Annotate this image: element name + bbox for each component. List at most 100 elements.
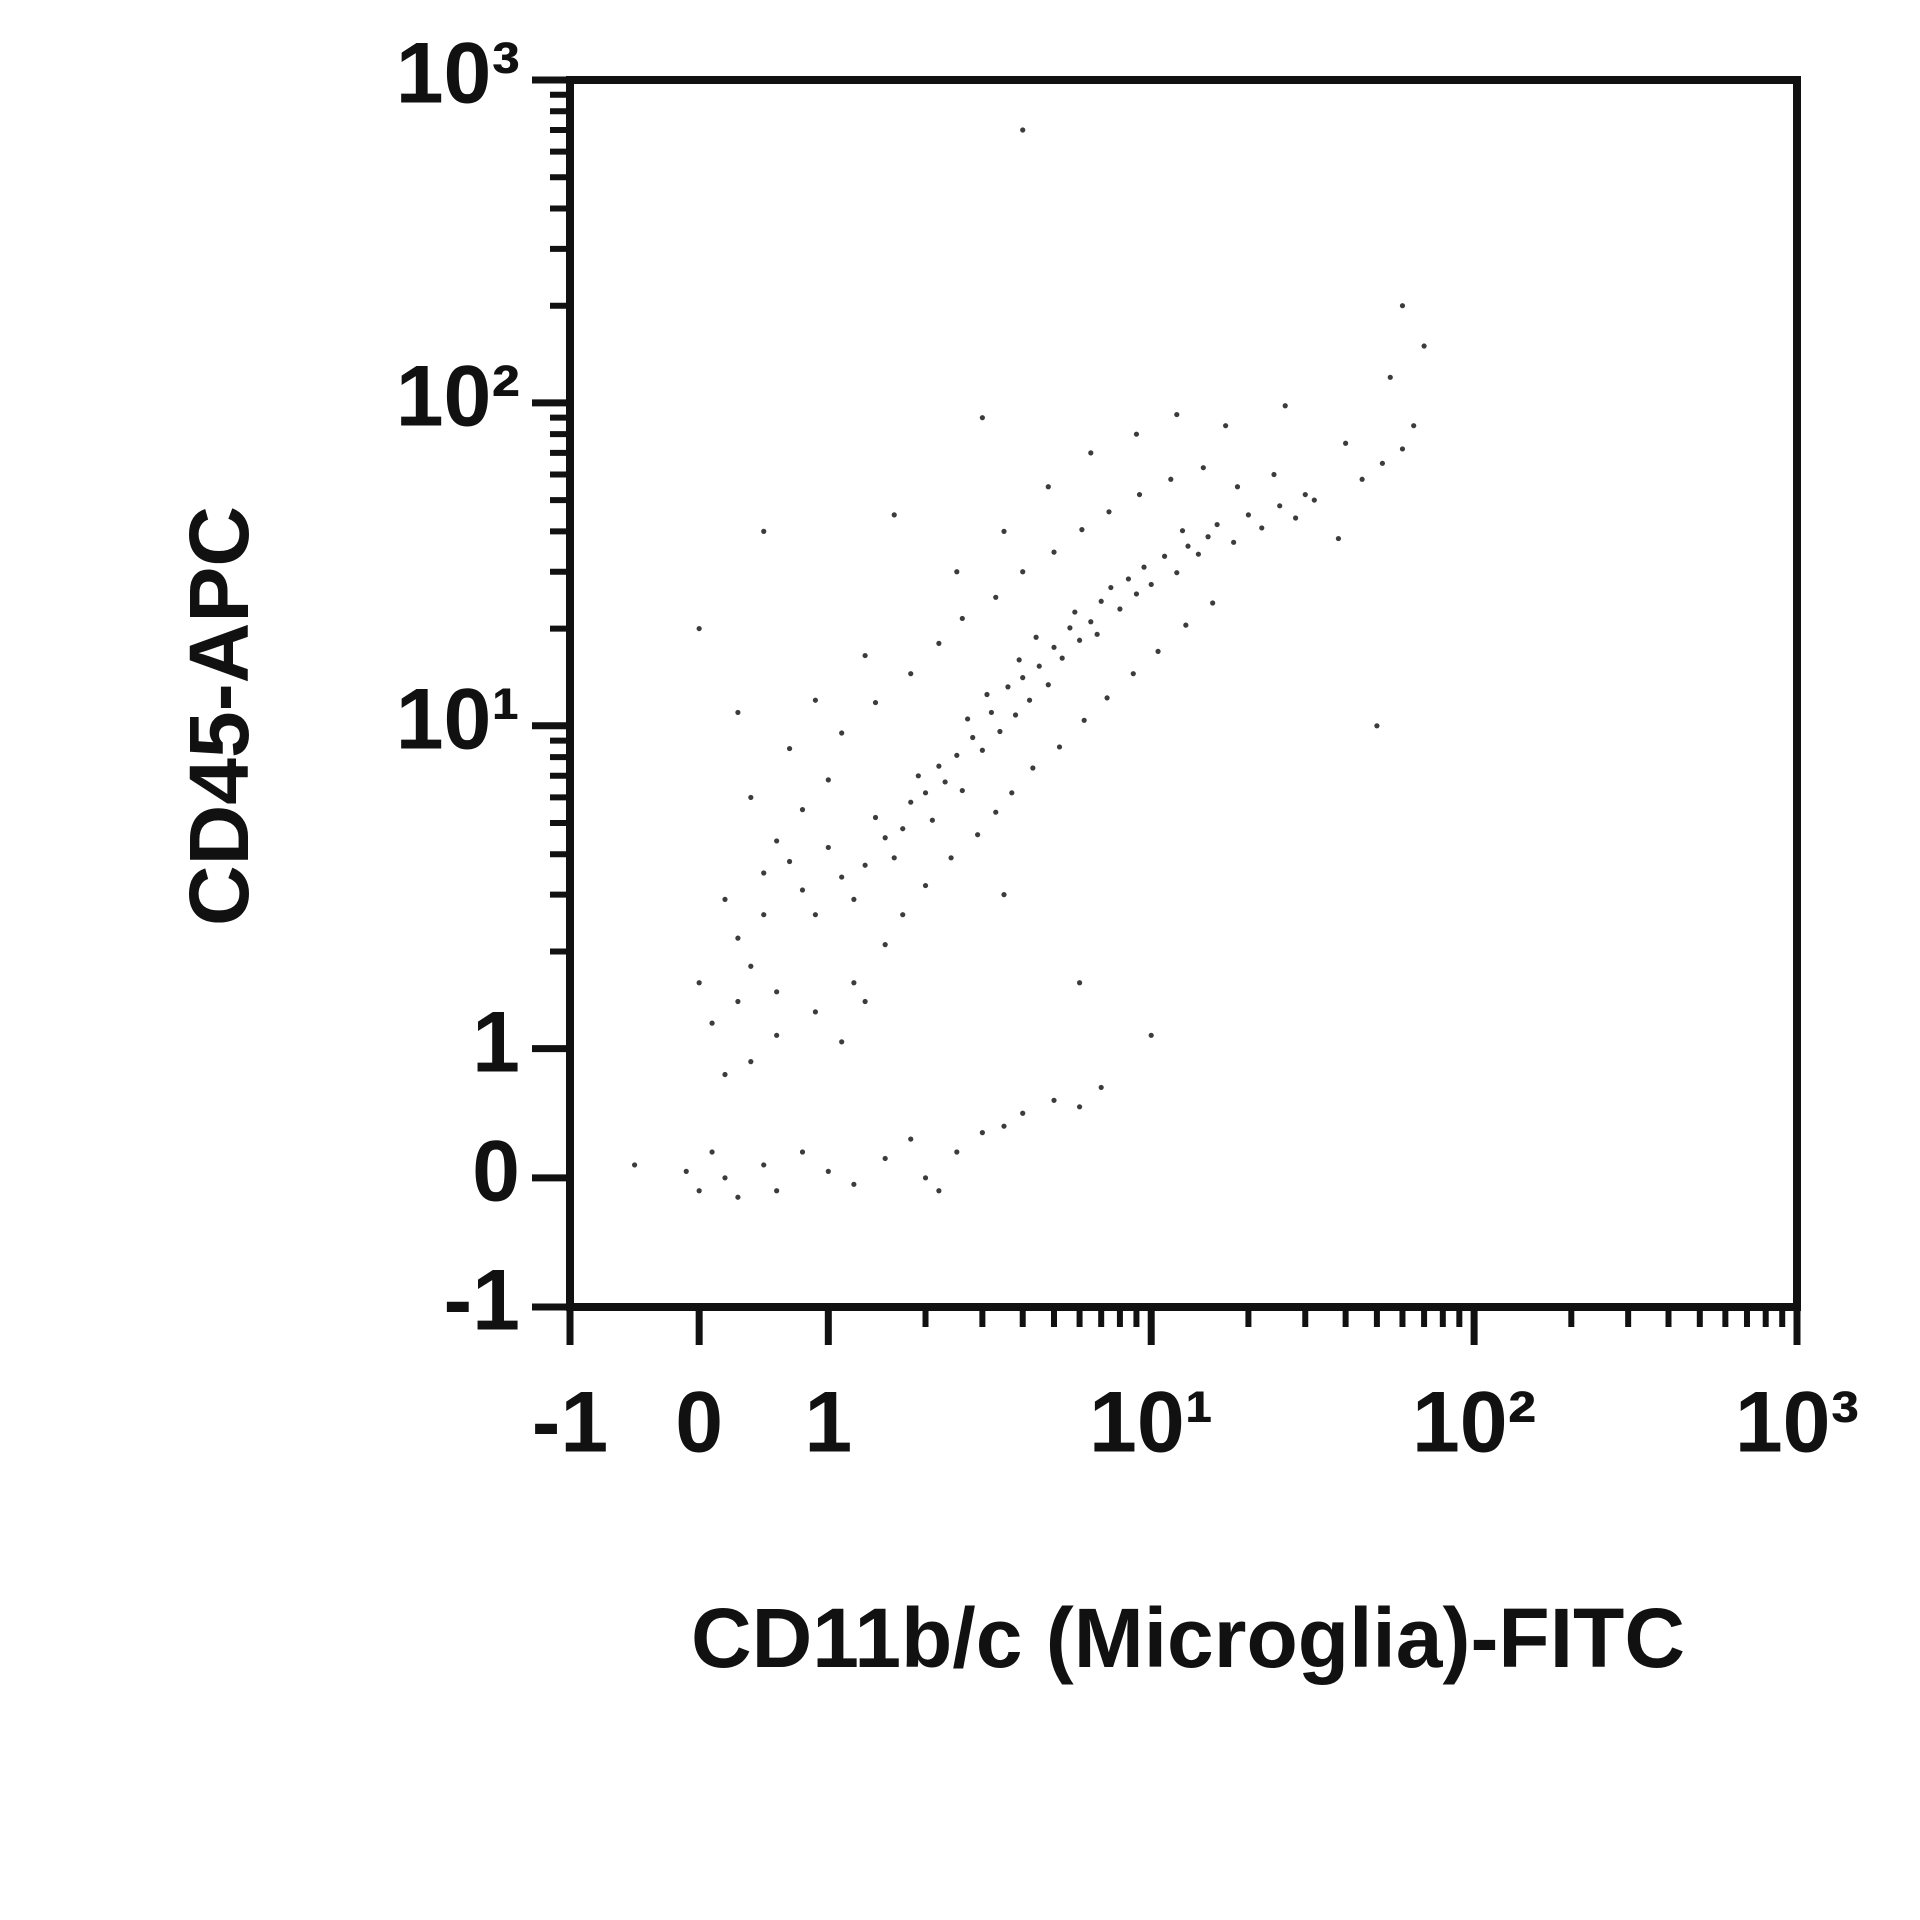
data-point — [696, 625, 702, 632]
x-tick-label: 0 — [675, 1375, 723, 1471]
data-point — [1387, 374, 1393, 380]
data-point — [1088, 619, 1094, 625]
data-point — [1292, 515, 1299, 521]
data-point — [954, 569, 960, 575]
data-point — [984, 691, 990, 698]
data-point — [851, 980, 857, 986]
data-point — [1076, 1104, 1083, 1110]
data-point — [900, 826, 906, 832]
data-point — [1030, 765, 1036, 771]
data-point — [1009, 790, 1015, 796]
data-point — [936, 640, 942, 646]
data-point — [1271, 471, 1277, 478]
data-point — [872, 814, 879, 821]
data-point — [735, 998, 741, 1005]
data-point — [1001, 528, 1007, 534]
data-point — [1136, 491, 1143, 498]
data-point — [882, 1155, 888, 1162]
data-point — [1094, 631, 1100, 637]
data-point — [1045, 682, 1051, 688]
data-point — [1411, 423, 1417, 429]
data-point — [1020, 127, 1026, 133]
data-point — [709, 1020, 715, 1026]
data-point — [862, 862, 868, 868]
data-point — [993, 809, 999, 815]
data-point — [862, 998, 868, 1005]
data-point — [872, 699, 879, 706]
data-point — [936, 1188, 942, 1194]
data-point — [825, 844, 831, 851]
data-point — [891, 512, 897, 518]
data-point — [1051, 644, 1057, 650]
data-point — [979, 1130, 985, 1136]
data-point — [908, 799, 914, 805]
data-point — [1117, 606, 1123, 612]
data-point — [936, 763, 942, 769]
data-point — [1005, 684, 1011, 690]
data-point — [929, 817, 935, 823]
data-point — [812, 1009, 819, 1015]
data-point — [722, 1175, 728, 1181]
y-tick-label: 10² — [396, 349, 520, 445]
data-point — [1174, 570, 1180, 576]
data-point — [1421, 343, 1427, 349]
data-point — [1214, 521, 1220, 528]
data-point — [774, 838, 780, 844]
data-point — [965, 716, 971, 722]
data-point — [1020, 569, 1026, 575]
data-point — [1155, 648, 1161, 654]
x-tick-label: 10² — [1412, 1375, 1536, 1471]
data-point — [774, 1032, 780, 1038]
data-point — [1067, 625, 1073, 631]
data-point — [979, 747, 985, 753]
data-point — [851, 896, 857, 902]
data-point — [1130, 671, 1136, 677]
y-tick-label: 10¹ — [396, 672, 520, 768]
data-point — [1020, 1110, 1026, 1116]
data-point — [1012, 712, 1019, 718]
x-tick-label: 1 — [804, 1375, 852, 1471]
data-point — [1141, 564, 1147, 570]
data-point — [1088, 450, 1094, 456]
data-point — [862, 652, 868, 659]
data-point — [1200, 465, 1206, 471]
data-point — [942, 779, 948, 785]
data-point — [975, 832, 981, 838]
data-point — [988, 709, 995, 716]
data-point — [696, 1188, 702, 1194]
data-point — [1045, 484, 1051, 490]
data-point — [1056, 744, 1063, 750]
data-point — [1026, 697, 1033, 703]
x-axis-title: CD11b/c (Microglia)-FITC — [691, 1591, 1685, 1685]
y-tick-label: -1 — [444, 1253, 520, 1349]
x-tick-label: 10¹ — [1089, 1375, 1213, 1471]
data-point — [997, 728, 1003, 735]
data-point — [761, 528, 767, 534]
data-point — [735, 935, 741, 941]
data-point — [1277, 503, 1283, 509]
data-point — [748, 794, 754, 801]
data-point — [915, 773, 921, 779]
data-point — [799, 807, 806, 813]
data-point — [1205, 534, 1211, 540]
data-point — [1076, 637, 1083, 643]
data-point — [812, 912, 819, 918]
data-point — [761, 1162, 767, 1168]
data-point — [979, 415, 985, 421]
data-point — [774, 989, 780, 995]
data-point — [882, 942, 888, 948]
data-point — [1081, 717, 1087, 723]
data-point — [1059, 655, 1065, 661]
data-point — [908, 671, 914, 677]
data-point — [908, 1136, 914, 1142]
data-point — [825, 1168, 831, 1174]
data-point — [954, 1149, 960, 1155]
data-point — [761, 912, 767, 918]
data-point — [1179, 528, 1186, 534]
data-point — [922, 790, 929, 796]
data-point — [839, 730, 845, 736]
data-point — [1359, 476, 1365, 482]
data-point — [722, 896, 728, 902]
plot-frame — [566, 76, 1801, 1311]
data-point — [954, 752, 960, 758]
